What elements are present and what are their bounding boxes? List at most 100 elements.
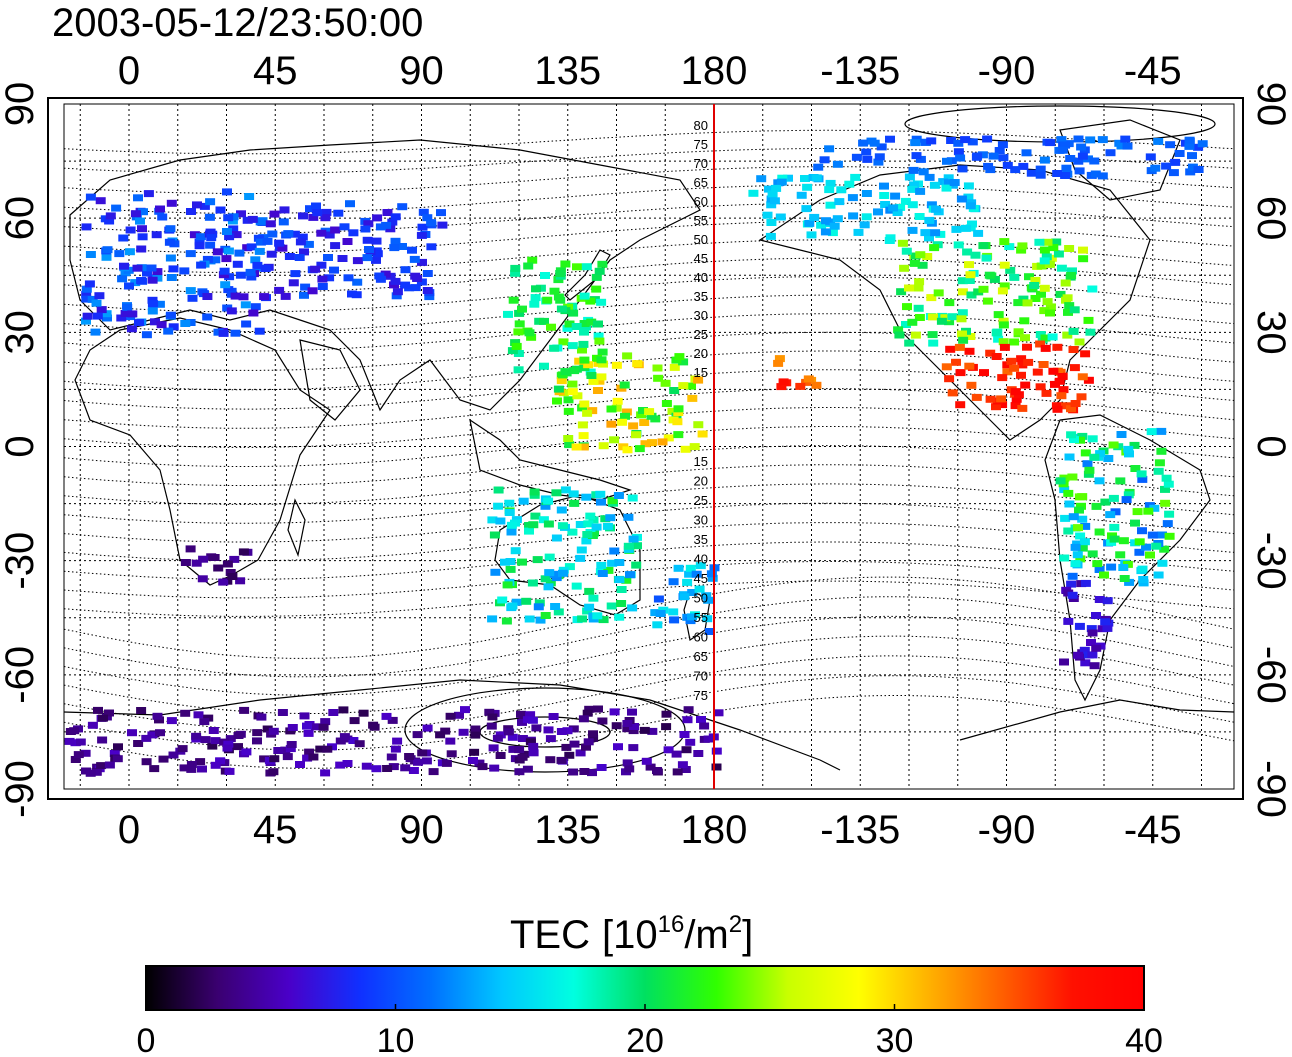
tec-cell-australia — [493, 502, 504, 510]
tec-cell-arctic — [1168, 169, 1179, 177]
tec-cell-japan — [549, 344, 560, 352]
tec-cell-south-america — [1138, 576, 1149, 583]
magnetic-contour-line — [63, 202, 1235, 234]
tec-cell-south-america — [1063, 527, 1074, 535]
tec-cell-antarctica — [259, 755, 270, 763]
tec-cell-antarctica — [197, 765, 207, 773]
tec-cell-europe — [81, 223, 92, 231]
tec-cell-japan — [523, 262, 534, 270]
tec-cell-europe — [165, 311, 176, 319]
tec-cell-alaska-canada — [783, 174, 793, 182]
tec-cell-south-america — [1106, 563, 1117, 571]
contour-label: 70 — [694, 669, 708, 684]
tec-cell-south-america — [1162, 520, 1173, 528]
bottom-lon-tick-label: 180 — [681, 808, 748, 852]
tec-cell-antarctica — [528, 749, 539, 757]
tec-cell-south-america — [1161, 474, 1172, 482]
tec-cell-south-america — [1095, 450, 1106, 458]
tec-cell-antarctica — [503, 728, 514, 736]
tec-cell-south-america — [1087, 550, 1098, 558]
tec-cell-australia — [540, 502, 551, 510]
tec-cell-north-america — [917, 261, 928, 269]
tec-cell-russia — [345, 200, 355, 208]
tec-cell-japan — [514, 320, 525, 328]
tec-cell-new-zealand — [704, 628, 715, 635]
tec-cell-antarctica — [127, 729, 137, 737]
southeast-asia-outline — [469, 418, 632, 501]
tec-cell-arctic — [1145, 153, 1156, 161]
tec-cell-north-america — [998, 317, 1009, 325]
tec-cell-west-pacific — [572, 392, 583, 400]
tec-cell-australia — [595, 490, 606, 498]
tec-cell-japan — [530, 294, 541, 302]
tec-cell-mexico-caribbean — [985, 395, 996, 403]
tec-cell-australia — [576, 546, 587, 554]
tec-cell-antarctica — [268, 768, 279, 776]
tec-cell-patagonia — [1091, 644, 1102, 652]
tec-cell-west-pacific — [574, 357, 585, 365]
tec-cell-europe — [255, 218, 266, 226]
tec-cell-australia — [568, 490, 579, 498]
tec-cell-antarctica — [222, 744, 233, 752]
tec-cell-antarctica — [210, 737, 221, 745]
tec-cell-russia — [363, 220, 374, 228]
magnetic-contour-line — [63, 635, 1235, 714]
arabia-outline — [299, 339, 361, 421]
tec-cell-south-america — [1105, 511, 1116, 519]
tec-cell-antarctica — [149, 765, 160, 773]
tec-cell-europe — [204, 213, 215, 221]
tec-cell-antarctica — [73, 751, 84, 759]
tec-cell-australia — [553, 608, 564, 616]
tec-cell-new-zealand — [687, 613, 697, 621]
tec-cell-europe — [114, 250, 125, 258]
tec-cell-alaska-canada — [771, 184, 782, 192]
tec-cell-mexico-caribbean — [1069, 364, 1080, 372]
tec-cell-antarctica — [680, 766, 691, 773]
tec-cell-japan — [578, 340, 589, 348]
tec-cell-arctic — [957, 165, 968, 173]
tec-cell-europe — [136, 245, 147, 253]
tec-cell-mexico-caribbean — [955, 401, 966, 409]
tec-cell-west-pacific — [657, 438, 668, 446]
tec-cell-antarctica — [386, 753, 397, 761]
tec-cell-alaska-canada — [800, 175, 810, 182]
tec-cell-russia — [407, 246, 417, 254]
tec-cell-antarctica — [408, 767, 419, 774]
tec-cell-japan — [593, 320, 603, 328]
tec-cell-australia — [627, 494, 638, 502]
tec-cell-russia — [390, 237, 401, 245]
tec-cell-antarctica — [304, 748, 315, 756]
tec-cell-europe — [230, 329, 241, 337]
magnetic-contour-line — [63, 615, 1235, 696]
tec-cell-new-zealand — [679, 593, 690, 601]
tec-cell-north-america — [914, 314, 925, 321]
tec-cell-alaska-canada — [836, 186, 847, 194]
tec-cell-europe — [152, 268, 163, 276]
right-lat-tick-label: 0 — [1249, 435, 1292, 457]
tec-cell-south-america — [1154, 459, 1165, 467]
tec-cell-arctic — [1073, 135, 1084, 143]
top-lon-tick-label: 180 — [681, 49, 748, 93]
tec-cell-south-america — [1163, 480, 1174, 488]
tec-cell-south-america — [1082, 460, 1093, 468]
tec-cell-europe — [179, 267, 190, 275]
tec-cell-south-america — [1164, 510, 1175, 518]
contour-label: 45 — [694, 251, 708, 266]
tec-cell-antarctica — [335, 761, 346, 769]
magnetic-contour-line — [63, 502, 1235, 543]
tec-cell-alaska-canada — [960, 224, 971, 232]
tec-cell-australia — [631, 561, 642, 569]
tec-cell-arctic — [1174, 150, 1185, 157]
tec-cell-alaska-canada — [844, 180, 855, 188]
tec-cell-antarctica — [527, 716, 538, 724]
tec-cell-antarctica — [677, 761, 688, 769]
tec-cell-antarctica — [191, 732, 202, 740]
tec-cell-australia — [607, 497, 618, 505]
contour-label: 25 — [694, 327, 708, 342]
tec-cell-antarctica — [308, 753, 319, 761]
tec-cell-north-america — [899, 264, 910, 272]
tec-cell-north-america — [1020, 334, 1030, 342]
tec-cell-europe — [212, 248, 223, 256]
tec-cell-west-pacific — [693, 376, 704, 384]
tec-cell-south-america — [1067, 473, 1078, 481]
